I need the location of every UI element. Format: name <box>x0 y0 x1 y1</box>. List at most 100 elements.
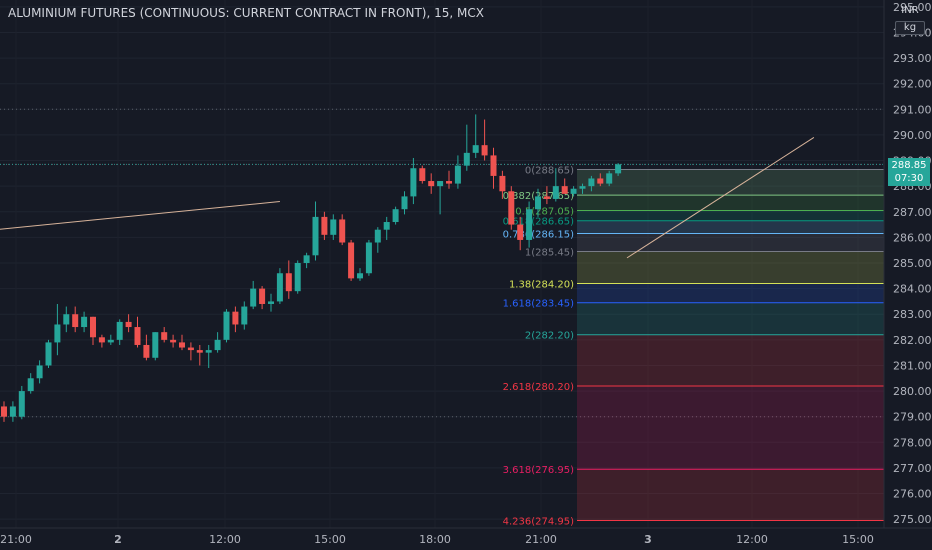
candle-body <box>303 255 310 263</box>
fib-zone <box>577 195 884 211</box>
price-tick-label: 290.00 <box>893 129 932 142</box>
candle-body <box>392 209 399 223</box>
price-tick-label: 292.00 <box>893 78 932 91</box>
candle-body <box>535 196 541 210</box>
candle-body <box>615 164 622 174</box>
candle-body <box>98 337 105 343</box>
symbol-title[interactable]: ALUMINIUM FUTURES (CONTINUOUS: CURRENT C… <box>8 6 484 20</box>
candle-body <box>134 327 141 345</box>
time-tick-label: 3 <box>644 533 652 546</box>
candle-body <box>223 311 230 340</box>
candle-body <box>214 339 221 351</box>
candle-body <box>543 196 550 199</box>
candle-body <box>588 178 595 187</box>
trendline <box>0 201 280 230</box>
candle-body <box>437 181 444 187</box>
price-tick-label: 287.00 <box>893 206 932 219</box>
candle-body <box>205 350 212 353</box>
candle-body <box>552 186 559 199</box>
candle-body <box>419 168 426 182</box>
candle-body <box>232 311 239 325</box>
price-tick-label: 282.00 <box>893 334 932 347</box>
price-tick-label: 279.00 <box>893 411 932 424</box>
candle-body <box>517 224 524 240</box>
time-tick-label: 15:00 <box>314 533 346 546</box>
candle-body <box>579 186 586 189</box>
candle-body <box>54 324 61 343</box>
candle-body <box>365 242 372 274</box>
candle-body <box>187 347 194 351</box>
time-axis[interactable]: 21:00 2 12:00 15:00 18:00 21:00 3 12:00 15:00 <box>0 527 932 546</box>
fib-level-label: 0.618(286.65) <box>503 217 575 228</box>
price-tick-label: 276.00 <box>893 488 932 501</box>
candle-body <box>339 219 346 243</box>
candle-body <box>116 321 123 340</box>
candle-body <box>330 219 337 235</box>
candle-body <box>196 350 203 353</box>
fib-level-label: 1.618(283.45) <box>503 299 575 310</box>
candle-body <box>312 216 319 256</box>
fib-zone <box>577 469 884 521</box>
last-price-tag: 288.85 07:30 <box>888 158 930 186</box>
price-tick-label: 295.00 <box>893 1 932 14</box>
fib-zone <box>577 210 884 221</box>
candle-body <box>276 273 283 302</box>
fib-level-label: 0.786(286.15) <box>503 230 575 241</box>
candle-body <box>259 288 266 304</box>
candle-body <box>72 314 79 328</box>
time-tick-label: 18:00 <box>419 533 451 546</box>
time-tick-label: 21:00 <box>525 533 557 546</box>
candle-body <box>90 316 96 338</box>
candle-body <box>152 332 159 358</box>
time-tick-label: 2 <box>114 533 122 546</box>
candle-body <box>107 339 114 343</box>
last-price: 288.85 <box>891 160 927 171</box>
fib-zone <box>577 385 884 470</box>
fib-level-label: 2.618(280.20) <box>503 382 575 393</box>
candle-body <box>9 406 16 417</box>
currency-unit[interactable]: INR kg <box>895 5 925 35</box>
candle-body <box>490 155 497 176</box>
candle-body <box>446 181 452 184</box>
candle-body <box>597 178 604 184</box>
horizontal-levels <box>0 108 884 418</box>
trendlines[interactable] <box>0 137 815 259</box>
candle-body <box>27 378 34 392</box>
time-tick-label: 12:00 <box>209 533 241 546</box>
candle-body <box>250 288 257 307</box>
time-tick-label: 12:00 <box>736 533 768 546</box>
fib-zone <box>577 233 884 252</box>
candle-body <box>63 314 70 325</box>
fib-level-label: 1.38(284.20) <box>509 279 574 290</box>
candle-body <box>36 365 43 379</box>
price-tick-label: 291.00 <box>893 103 932 116</box>
price-tick-label: 275.00 <box>893 513 932 526</box>
fib-zone <box>577 283 884 303</box>
fibonacci-retracement[interactable]: 0(288.65)0.382(287.65)0.5(287.05)0.618(2… <box>503 166 884 528</box>
price-tick-label: 280.00 <box>893 385 932 398</box>
price-axis[interactable]: 275.00 276.00 277.00 278.00 279.00 280.00 281.… <box>883 0 932 528</box>
candle-body <box>45 342 52 366</box>
candle-body <box>1 406 7 417</box>
candle-body <box>499 175 506 192</box>
candle-body <box>606 173 613 184</box>
time-tick-label: 21:00 <box>0 533 32 546</box>
fib-zone <box>577 302 884 335</box>
candle-body <box>268 301 274 304</box>
candles <box>1 114 622 422</box>
price-tick-label: 286.00 <box>893 231 932 244</box>
candle-body <box>348 242 355 279</box>
candle-body <box>241 306 248 325</box>
unit-label: kg <box>895 21 925 35</box>
candle-body <box>508 191 515 225</box>
trendline <box>626 137 815 259</box>
candle-body <box>81 316 88 328</box>
candle-body <box>179 342 185 348</box>
candle-body <box>410 168 417 197</box>
price-tick-label: 285.00 <box>893 257 932 270</box>
price-tick-label: 293.00 <box>893 52 932 65</box>
candle-body <box>294 263 301 292</box>
candle-body <box>161 332 168 340</box>
candle-body <box>357 273 363 279</box>
